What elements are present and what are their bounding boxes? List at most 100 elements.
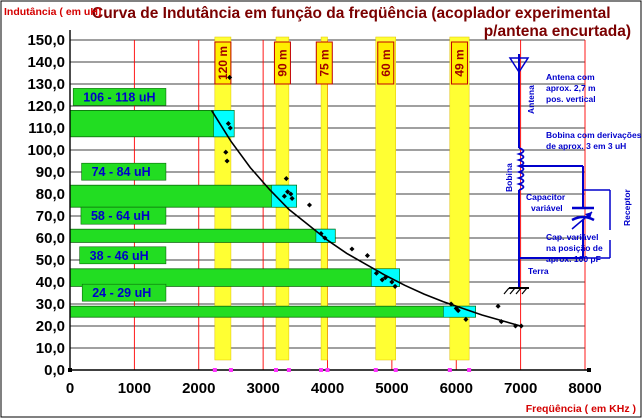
chart-title: Curva de Indutância em função da freqüên…	[92, 5, 611, 22]
band-label-box	[377, 41, 395, 85]
data-point	[349, 246, 355, 252]
y-tick-label: 130,0	[27, 76, 65, 93]
data-point	[227, 74, 233, 80]
x-axis-marker	[319, 368, 324, 372]
range-bar-overlap	[315, 228, 336, 243]
range-label: 106 - 118 uH	[83, 90, 155, 104]
x-tick-label: 6000	[440, 380, 473, 397]
y-tick-label: 60,0	[36, 230, 65, 247]
range-bar	[69, 110, 235, 138]
data-point	[498, 319, 504, 325]
x-axis-marker	[228, 368, 233, 372]
range-label-box	[80, 206, 167, 225]
x-tick-label: 5000	[375, 380, 408, 397]
y-tick-label: 20,0	[36, 318, 65, 335]
data-point	[318, 231, 324, 237]
range-label: 24 - 29 uH	[92, 286, 151, 300]
fitted-curve	[210, 109, 521, 327]
variable-cap-description-3: aprox. 100 pF	[546, 254, 601, 264]
data-point	[225, 121, 231, 127]
capacitor-label: Capacitor	[526, 192, 566, 202]
y-axis-label: Indutância ( em uH)	[4, 6, 101, 18]
data-point	[518, 323, 524, 329]
coil-description: Bobina com derivações	[546, 130, 642, 140]
x-axis-end-marker	[587, 368, 591, 372]
range-label: 74 - 84 uH	[92, 165, 151, 179]
y-tick-label: 80,0	[36, 186, 65, 203]
band-label-box	[315, 41, 333, 85]
receiver-label: Receptor	[622, 188, 632, 226]
data-point	[322, 235, 328, 241]
data-point	[373, 270, 379, 276]
data-point	[495, 303, 501, 309]
data-point	[281, 193, 287, 199]
data-point	[512, 323, 519, 329]
range-bar-overlap	[213, 110, 235, 138]
data-point	[448, 301, 454, 307]
y-tick-label: 100,0	[27, 142, 65, 159]
x-tick-label: 8000	[568, 380, 601, 397]
capacitor-label-2: variável	[531, 203, 563, 213]
range-label: 38 - 46 uH	[90, 249, 149, 263]
range-label: 58 - 64 uH	[91, 209, 150, 223]
data-point	[463, 316, 469, 322]
y-tick-label: 0,0	[44, 362, 65, 379]
band-label: 120 m	[216, 46, 230, 80]
x-tick-label: 0	[66, 380, 74, 397]
coil-symbol	[516, 147, 525, 191]
band-label: 90 m	[275, 49, 289, 76]
y-tick-label: 30,0	[36, 296, 65, 313]
range-bar	[69, 268, 401, 287]
band-label-box	[273, 41, 291, 85]
antenna-coupler-diagram: Antena com aprox. 2,7 m pos. vertical An…	[503, 54, 642, 295]
y-tick-label: 10,0	[36, 340, 65, 357]
data-point	[389, 279, 395, 285]
antenna-description-2: aprox. 2,7 m	[546, 83, 596, 93]
x-axis-marker	[467, 368, 472, 372]
y-tick-label: 120,0	[27, 98, 65, 115]
y-tick-label: 110,0	[28, 120, 65, 137]
y-tick-label: 50,0	[36, 252, 65, 269]
data-point	[288, 191, 294, 197]
data-point	[382, 275, 388, 281]
x-axis-marker	[212, 368, 217, 372]
x-axis-marker	[274, 368, 278, 372]
data-point	[223, 149, 229, 155]
data-point	[227, 125, 233, 131]
data-point	[379, 277, 385, 283]
x-axis-marker	[447, 368, 452, 372]
band-label-box	[214, 41, 232, 85]
ground-label: Terra	[528, 266, 549, 276]
range-label-box	[81, 283, 167, 302]
x-tick-label: 4000	[311, 380, 344, 397]
x-axis-marker	[393, 368, 398, 372]
data-point	[455, 308, 461, 314]
antenna-description-3: pos. vertical	[546, 94, 596, 104]
x-axis-marker	[373, 368, 378, 372]
range-label-box	[72, 88, 167, 106]
antenna-description: Antena com	[546, 72, 595, 82]
band-strip	[320, 36, 328, 361]
range-bar	[69, 228, 336, 243]
range-bar	[69, 184, 298, 208]
x-tick-label: 1000	[118, 380, 151, 397]
y-tick-label: 150,0	[27, 32, 65, 49]
coil-description-2: de aprox. 3 em 3 uH	[546, 141, 626, 151]
y-tick-label: 90,0	[36, 164, 65, 181]
antenna-label: Antena	[526, 85, 536, 114]
coil-label: Bobina	[504, 163, 514, 192]
range-label-box	[81, 162, 167, 181]
y-tick-label: 40,0	[36, 274, 65, 291]
range-label-box	[79, 246, 167, 265]
x-tick-label: 2000	[182, 380, 215, 397]
data-point	[392, 283, 398, 289]
band-label-box	[450, 41, 468, 85]
x-axis-label: Freqüência ( em KHz )	[526, 403, 636, 415]
variable-cap-description-2: na posição de	[546, 243, 603, 253]
variable-cap-description: Cap. variável	[546, 232, 598, 242]
data-point	[224, 158, 230, 164]
band-strip	[449, 36, 470, 361]
band-label: 75 m	[317, 49, 331, 76]
